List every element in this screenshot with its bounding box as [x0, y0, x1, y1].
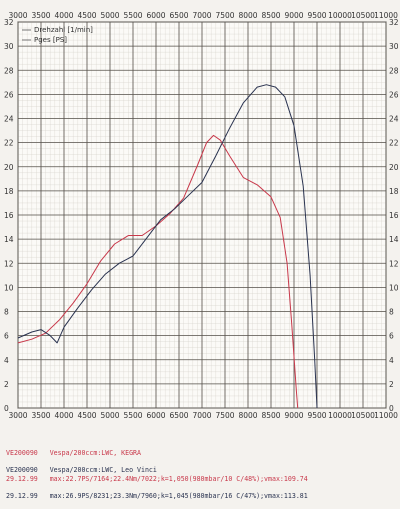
run1-line1: VE200090 Vespa/200ccm:LWC, KEGRA — [6, 449, 398, 458]
x-tick-label-top: 5000 — [100, 11, 119, 20]
x-tick-label-top: 10500 — [351, 11, 375, 20]
y-tick-label-left: 24 — [4, 115, 14, 124]
x-tick-label-bottom: 3500 — [31, 411, 50, 420]
y-tick-label-left: 10 — [4, 283, 14, 292]
y-tick-label-left: 26 — [4, 90, 14, 99]
x-tick-label-top: 3500 — [31, 11, 50, 20]
x-tick-label-bottom: 10500 — [351, 411, 375, 420]
y-tick-label-left: 12 — [4, 259, 14, 268]
x-tick-label-top: 6000 — [146, 11, 165, 20]
y-tick-label-left: 6 — [4, 332, 9, 341]
x-tick-label-bottom: 8000 — [238, 411, 257, 420]
x-tick-label-bottom: 6000 — [146, 411, 165, 420]
y-tick-label-right: 26 — [389, 90, 399, 99]
x-tick-label-bottom: 9000 — [284, 411, 303, 420]
grid — [17, 21, 387, 409]
x-tick-label-top: 4000 — [54, 11, 73, 20]
run2-line1: VE200090 Vespa/200ccm:LWC, Leo Vinci — [6, 466, 398, 475]
x-tick-label-bottom: 10000 — [328, 411, 352, 420]
x-tick-label-top: 6500 — [169, 11, 188, 20]
x-tick-label-bottom: 11000 — [374, 411, 398, 420]
y-tick-label-right: 30 — [389, 42, 399, 51]
y-tick-label-right: 28 — [389, 66, 399, 75]
legend-rpm: Drehzahl [1/min] — [34, 26, 93, 34]
run2-desc: Vespa/200ccm:LWC, Leo Vinci — [49, 466, 157, 474]
y-tick-label-right: 20 — [389, 163, 399, 172]
dyno-chart: 3000300035003500400040004500450050005000… — [4, 11, 399, 420]
x-tick-label-bottom: 7500 — [215, 411, 234, 420]
y-tick-label-right: 6 — [389, 332, 394, 341]
y-tick-label-right: 4 — [389, 356, 394, 365]
x-tick-label-bottom: 3000 — [8, 411, 27, 420]
run1-id: VE200090 — [6, 449, 38, 457]
y-tick-label-left: 16 — [4, 211, 14, 220]
run2-line2: 29.12.99 max:26.9PS/8231;23.3Nm/7960;k=1… — [6, 492, 398, 501]
y-tick-label-left: 2 — [4, 380, 9, 389]
x-tick-label-top: 8500 — [261, 11, 280, 20]
power-curve-1 — [17, 134, 299, 409]
x-tick-label-top: 3000 — [8, 11, 27, 20]
y-tick-label-right: 16 — [389, 211, 399, 220]
x-tick-label-top: 9000 — [284, 11, 303, 20]
x-tick-label-bottom: 7000 — [192, 411, 211, 420]
power-curve-2 — [17, 84, 318, 409]
y-tick-label-left: 20 — [4, 163, 14, 172]
x-tick-label-top: 5500 — [123, 11, 142, 20]
x-tick-label-top: 11000 — [374, 11, 398, 20]
x-tick-label-top: 8000 — [238, 11, 257, 20]
tick-labels: 3000300035003500400040004500450050005000… — [4, 11, 399, 420]
y-tick-label-left: 32 — [4, 18, 14, 27]
y-tick-label-right: 24 — [389, 115, 399, 124]
y-tick-label-left: 28 — [4, 66, 14, 75]
legend-power: Pges [PS] — [34, 36, 67, 44]
run2-date: 29.12.99 — [6, 491, 38, 500]
x-tick-label-bottom: 4500 — [77, 411, 96, 420]
x-tick-label-top: 7000 — [192, 11, 211, 20]
y-tick-label-right: 2 — [389, 380, 394, 389]
y-tick-label-right: 12 — [389, 259, 399, 268]
y-tick-label-left: 8 — [4, 308, 9, 317]
y-tick-label-right: 0 — [389, 404, 394, 413]
y-tick-label-left: 4 — [4, 356, 9, 365]
y-tick-label-right: 8 — [389, 308, 394, 317]
run2-id: VE200090 — [6, 466, 38, 474]
y-tick-label-left: 18 — [4, 187, 14, 196]
legend: Drehzahl [1/min] Pges [PS] — [22, 26, 93, 44]
x-tick-label-bottom: 5500 — [123, 411, 142, 420]
run2-stats: max:26.9PS/8231;23.3Nm/7960;k=1,045(980m… — [49, 491, 308, 500]
y-tick-label-right: 32 — [389, 18, 399, 27]
y-tick-label-right: 14 — [389, 235, 399, 244]
x-tick-label-bottom: 5000 — [100, 411, 119, 420]
curves — [17, 84, 318, 409]
y-tick-label-right: 10 — [389, 283, 399, 292]
y-tick-label-left: 14 — [4, 235, 14, 244]
y-tick-label-right: 22 — [389, 139, 399, 148]
x-tick-label-bottom: 4000 — [54, 411, 73, 420]
x-tick-label-bottom: 6500 — [169, 411, 188, 420]
x-tick-label-top: 7500 — [215, 11, 234, 20]
x-tick-label-top: 10000 — [328, 11, 352, 20]
y-tick-label-left: 0 — [4, 404, 9, 413]
x-tick-label-top: 9500 — [307, 11, 326, 20]
run-info-2: VE200090 Vespa/200ccm:LWC, Leo Vinci 29.… — [6, 449, 398, 509]
y-tick-label-right: 18 — [389, 187, 399, 196]
run1-desc: Vespa/200ccm:LWC, KEGRA — [49, 449, 141, 457]
x-tick-label-bottom: 9500 — [307, 411, 326, 420]
y-tick-label-left: 30 — [4, 42, 14, 51]
y-tick-label-left: 22 — [4, 139, 14, 148]
x-tick-label-bottom: 8500 — [261, 411, 280, 420]
x-tick-label-top: 4500 — [77, 11, 96, 20]
